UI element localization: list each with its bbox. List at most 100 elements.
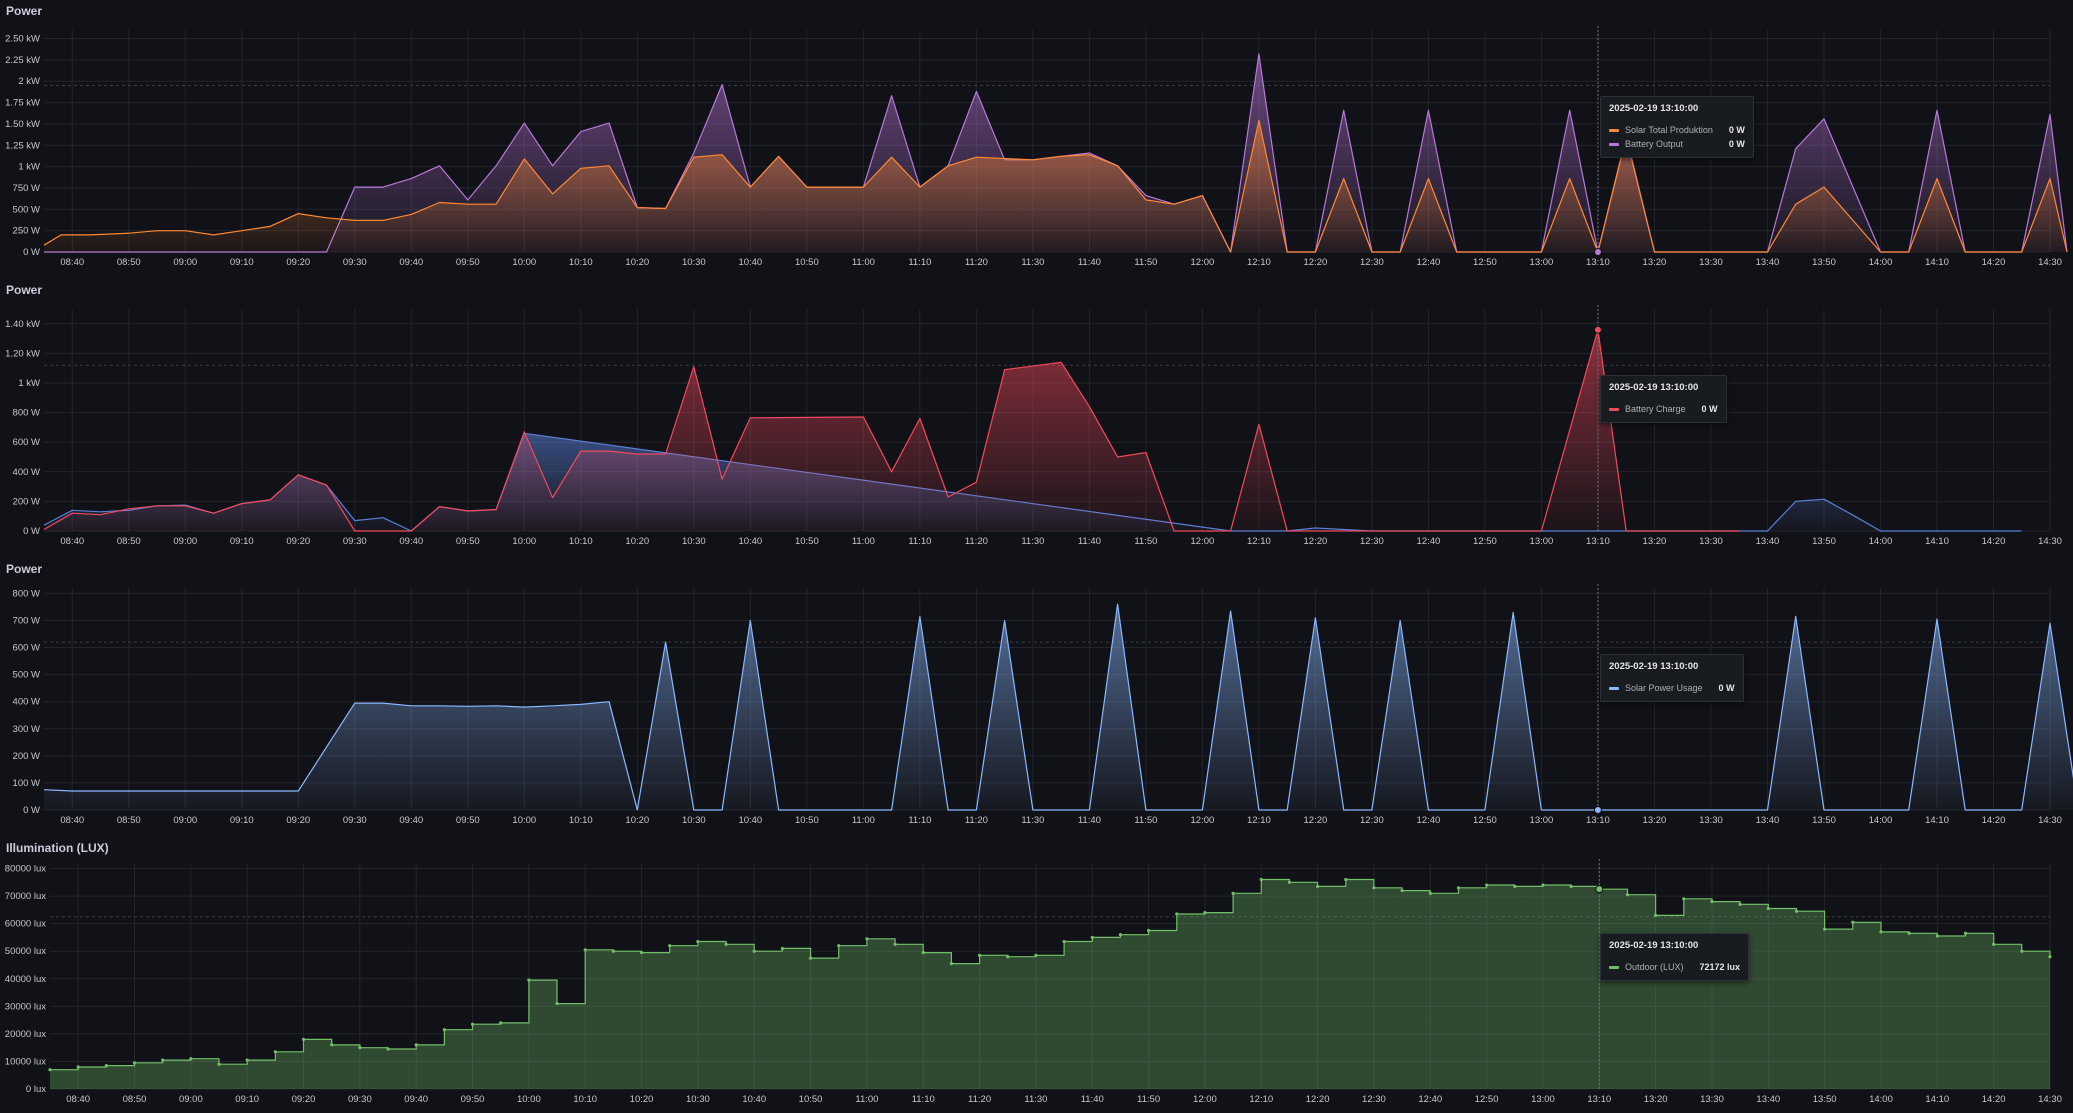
x-tick-label: 10:30 — [686, 1094, 710, 1105]
y-tick-label: 800 W — [13, 588, 40, 599]
x-tick-label: 09:40 — [399, 815, 423, 826]
battery-charge-chart[interactable]: 0 W 200 W 400 W 600 W 800 W 1 kW 1.20 kW 1.40 k… — [0, 279, 2073, 557]
data-point — [1541, 883, 1545, 887]
y-tick-label: 500 W — [13, 204, 40, 215]
x-tick-label: 13:20 — [1644, 1094, 1668, 1105]
x-tick-label: 13:20 — [1643, 815, 1667, 826]
x-tick-label: 12:40 — [1417, 536, 1441, 547]
x-tick-label: 13:30 — [1699, 257, 1723, 268]
x-tick-label: 09:00 — [173, 536, 197, 547]
x-tick-label: 14:30 — [2038, 1094, 2062, 1105]
x-tick-label: 14:00 — [1869, 1094, 1893, 1105]
grid: 0 W 250 W 500 W 750 W 1 kW 1.25 kW 1.50 kW 1.75… — [5, 30, 2062, 268]
x-tick-label: 10:50 — [795, 257, 819, 268]
data-point — [752, 949, 756, 953]
x-tick-label: 13:10 — [1586, 257, 1610, 268]
y-tick-label: 2.50 kW — [5, 34, 40, 45]
solar-usage-chart[interactable]: 0 W 100 W 200 W 300 W 400 W 500 W 600 W 700 W 80… — [0, 558, 2073, 836]
panel-title: Power — [6, 4, 43, 18]
y-tick-label: 200 W — [13, 751, 40, 762]
x-tick-label: 09:50 — [456, 815, 480, 826]
x-tick-label: 14:00 — [1869, 536, 1893, 547]
x-tick-label: 14:20 — [1982, 815, 2006, 826]
illumination-chart[interactable]: 0 lux 10000 lux 20000 lux 30000 lux 40000 lu… — [0, 837, 2073, 1113]
data-point — [1034, 953, 1038, 957]
data-point — [1287, 880, 1292, 884]
data-point — [76, 1065, 80, 1069]
x-tick-label: 11:10 — [908, 815, 931, 826]
y-tick-label: 250 W — [13, 226, 40, 237]
data-point — [1569, 884, 1573, 889]
legend-swatch — [1609, 142, 1619, 146]
data-point — [527, 978, 531, 982]
data-point — [330, 1043, 334, 1047]
x-tick-label: 08:50 — [123, 1094, 147, 1105]
y-tick-label: 1.40 kW — [5, 319, 40, 330]
x-tick-label: 12:30 — [1360, 257, 1384, 268]
x-tick-label: 13:20 — [1643, 536, 1667, 547]
x-tick-label: 09:00 — [173, 815, 197, 826]
y-tick-label: 100 W — [13, 778, 40, 789]
x-tick-label: 08:40 — [66, 1094, 90, 1105]
x-tick-label: 13:30 — [1700, 1094, 1724, 1105]
x-tick-label: 09:30 — [343, 257, 367, 268]
data-point — [1879, 930, 1883, 934]
data-point — [1428, 891, 1432, 895]
y-tick-label: 400 W — [13, 697, 40, 708]
x-tick-label: 14:20 — [1982, 536, 2006, 547]
x-tick-label: 10:10 — [569, 257, 593, 268]
data-point — [132, 1061, 137, 1065]
x-tick-label: 14:30 — [2038, 815, 2062, 826]
x-tick-label: 14:30 — [2038, 257, 2062, 268]
x-tick-label: 12:10 — [1247, 536, 1271, 547]
data-point — [1935, 934, 1939, 938]
x-tick-label: 12:10 — [1247, 815, 1271, 826]
y-tick-label: 700 W — [13, 615, 40, 626]
x-tick-label: 11:50 — [1134, 257, 1157, 268]
x-tick-label: 14:20 — [1982, 257, 2006, 268]
data-point — [358, 1046, 362, 1050]
y-tick-label: 1.75 kW — [5, 98, 40, 109]
y-tick-label: 1.50 kW — [5, 119, 40, 130]
power-production-chart[interactable]: 0 W 250 W 500 W 750 W 1 kW 1.25 kW 1.50 kW 1.75… — [0, 0, 2073, 278]
x-tick-label: 12:00 — [1191, 257, 1215, 268]
x-tick-label: 11:50 — [1134, 536, 1157, 547]
y-tick-label: 800 W — [13, 408, 40, 419]
x-tick-label: 12:00 — [1191, 536, 1215, 547]
x-tick-label: 14:20 — [1982, 1094, 2006, 1105]
data-point — [1118, 933, 1123, 937]
data-point — [837, 944, 841, 948]
y-tick-label: 0 W — [23, 247, 40, 258]
data-point — [1203, 911, 1207, 915]
tooltip-series-name: Solar Total Produktion — [1625, 125, 1713, 135]
y-tick-label: 2 kW — [18, 76, 40, 87]
x-tick-label: 08:40 — [60, 815, 84, 826]
data-point — [442, 1028, 446, 1032]
data-point — [639, 950, 644, 955]
series-line — [43, 329, 1740, 532]
data-point — [865, 937, 869, 941]
data-point — [921, 950, 925, 955]
x-tick-label: 09:50 — [461, 1094, 485, 1105]
x-tick-label: 12:40 — [1418, 1094, 1442, 1105]
x-tick-label: 11:30 — [1024, 1094, 1047, 1105]
legend-swatch — [1609, 965, 1619, 969]
x-tick-label: 11:30 — [1021, 257, 1044, 268]
tooltip-series-name: Battery Output — [1625, 139, 1684, 149]
x-tick-label: 10:30 — [682, 815, 706, 826]
y-tick-label: 20000 lux — [5, 1029, 46, 1040]
data-point — [893, 942, 897, 946]
x-tick-label: 08:40 — [60, 257, 84, 268]
data-point — [1006, 955, 1010, 959]
x-tick-label: 13:30 — [1699, 815, 1723, 826]
x-tick-label: 10:00 — [512, 536, 536, 547]
x-tick-label: 09:40 — [404, 1094, 428, 1105]
x-tick-label: 09:40 — [399, 257, 423, 268]
hover-marker — [1593, 248, 1602, 256]
x-tick-label: 11:10 — [908, 257, 931, 268]
x-tick-label: 13:10 — [1586, 536, 1610, 547]
data-point — [1485, 883, 1489, 887]
hover-marker — [1593, 325, 1602, 334]
x-tick-label: 09:20 — [286, 815, 310, 826]
data-point — [1456, 886, 1461, 890]
